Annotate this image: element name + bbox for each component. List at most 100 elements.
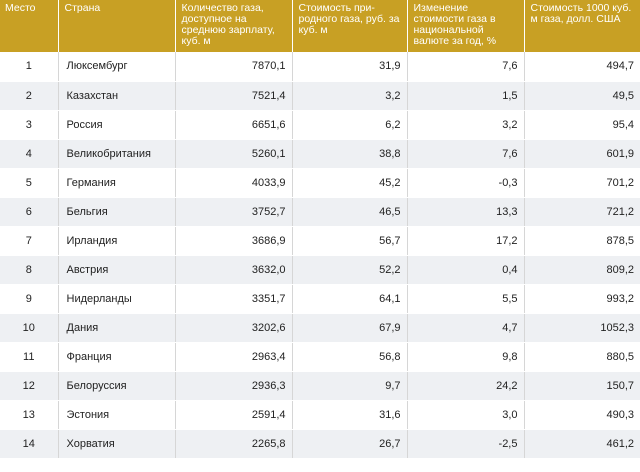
price-usd-cell: 701,2 xyxy=(524,168,640,198)
price-change-cell: 7,6 xyxy=(407,52,525,82)
gas-volume-cell: 7521,4 xyxy=(175,81,293,111)
rank-cell: 5 xyxy=(0,168,59,198)
gas-volume-cell: 2591,4 xyxy=(175,400,293,430)
table-row: 3 Россия 6651,6 6,2 3,2 95,4 xyxy=(0,110,640,140)
rank-cell: 4 xyxy=(0,139,59,169)
gas-affordability-table: Место Страна Количество газа, доступное … xyxy=(0,0,640,459)
price-usd-cell: 461,2 xyxy=(524,429,640,459)
price-usd-cell: 494,7 xyxy=(524,52,640,82)
price-usd-cell: 490,3 xyxy=(524,400,640,430)
price-usd-cell: 809,2 xyxy=(524,255,640,285)
table-row: 12 Белоруссия 2936,3 9,7 24,2 150,7 xyxy=(0,371,640,401)
rank-cell: 7 xyxy=(0,226,59,256)
price-usd-cell: 993,2 xyxy=(524,284,640,314)
rank-cell: 6 xyxy=(0,197,59,227)
rank-cell: 2 xyxy=(0,81,59,111)
price-change-cell: 1,5 xyxy=(407,81,525,111)
table-row: 1 Люксембург 7870,1 31,9 7,6 494,7 xyxy=(0,52,640,82)
table-body: 1 Люксембург 7870,1 31,9 7,6 494,7 2 Казахстан 7… xyxy=(0,52,640,459)
gas-price-rub-cell: 38,8 xyxy=(292,139,408,169)
price-change-cell: 9,8 xyxy=(407,342,525,372)
table-row: 2 Казахстан 7521,4 3,2 1,5 49,5 xyxy=(0,81,640,111)
rank-cell: 11 xyxy=(0,342,59,372)
table-row: 9 Нидерланды 3351,7 64,1 5,5 993,2 xyxy=(0,284,640,314)
gas-volume-cell: 3351,7 xyxy=(175,284,293,314)
gas-volume-cell: 5260,1 xyxy=(175,139,293,169)
table-row: 11 Франция 2963,4 56,8 9,8 880,5 xyxy=(0,342,640,372)
gas-price-rub-cell: 9,7 xyxy=(292,371,408,401)
gas-price-rub-cell: 6,2 xyxy=(292,110,408,140)
table-row: 7 Ирландия 3686,9 56,7 17,2 878,5 xyxy=(0,226,640,256)
country-cell: Эстония xyxy=(58,400,176,430)
price-change-cell: 4,7 xyxy=(407,313,525,343)
country-cell: Дания xyxy=(58,313,176,343)
gas-volume-cell: 3686,9 xyxy=(175,226,293,256)
gas-price-rub-cell: 52,2 xyxy=(292,255,408,285)
gas-volume-cell: 2963,4 xyxy=(175,342,293,372)
price-change-cell: 3,0 xyxy=(407,400,525,430)
header-gas-price-rub: Стоимость при-родного газа, руб. за куб.… xyxy=(292,0,408,52)
country-cell: Великобритания xyxy=(58,139,176,169)
country-cell: Бельгия xyxy=(58,197,176,227)
gas-price-rub-cell: 56,7 xyxy=(292,226,408,256)
country-cell: Германия xyxy=(58,168,176,198)
gas-price-rub-cell: 31,9 xyxy=(292,52,408,82)
country-cell: Россия xyxy=(58,110,176,140)
country-cell: Хорватия xyxy=(58,429,176,459)
price-change-cell: 13,3 xyxy=(407,197,525,227)
price-change-cell: 24,2 xyxy=(407,371,525,401)
gas-volume-cell: 2265,8 xyxy=(175,429,293,459)
price-change-cell: 3,2 xyxy=(407,110,525,140)
price-change-cell: 7,6 xyxy=(407,139,525,169)
price-change-cell: 17,2 xyxy=(407,226,525,256)
price-change-cell: 5,5 xyxy=(407,284,525,314)
price-change-cell: -2,5 xyxy=(407,429,525,459)
header-price-usd: Стоимость 1000 куб. м газа, долл. США xyxy=(524,0,640,52)
rank-cell: 8 xyxy=(0,255,59,285)
gas-price-rub-cell: 31,6 xyxy=(292,400,408,430)
gas-volume-cell: 7870,1 xyxy=(175,52,293,82)
price-usd-cell: 95,4 xyxy=(524,110,640,140)
gas-volume-cell: 6651,6 xyxy=(175,110,293,140)
rank-cell: 3 xyxy=(0,110,59,140)
gas-price-rub-cell: 67,9 xyxy=(292,313,408,343)
gas-volume-cell: 3202,6 xyxy=(175,313,293,343)
price-usd-cell: 49,5 xyxy=(524,81,640,111)
price-usd-cell: 878,5 xyxy=(524,226,640,256)
price-usd-cell: 150,7 xyxy=(524,371,640,401)
gas-price-rub-cell: 26,7 xyxy=(292,429,408,459)
gas-price-rub-cell: 64,1 xyxy=(292,284,408,314)
price-change-cell: 0,4 xyxy=(407,255,525,285)
country-cell: Люксембург xyxy=(58,52,176,82)
country-cell: Ирландия xyxy=(58,226,176,256)
country-cell: Нидерланды xyxy=(58,284,176,314)
price-usd-cell: 601,9 xyxy=(524,139,640,169)
gas-price-rub-cell: 45,2 xyxy=(292,168,408,198)
header-gas-volume: Количество газа, доступное на среднюю за… xyxy=(175,0,293,52)
table-row: 14 Хорватия 2265,8 26,7 -2,5 461,2 xyxy=(0,429,640,459)
price-usd-cell: 721,2 xyxy=(524,197,640,227)
table-row: 10 Дания 3202,6 67,9 4,7 1052,3 xyxy=(0,313,640,343)
table-row: 5 Германия 4033,9 45,2 -0,3 701,2 xyxy=(0,168,640,198)
gas-volume-cell: 3632,0 xyxy=(175,255,293,285)
rank-cell: 10 xyxy=(0,313,59,343)
rank-cell: 1 xyxy=(0,52,59,82)
country-cell: Австрия xyxy=(58,255,176,285)
gas-price-rub-cell: 56,8 xyxy=(292,342,408,372)
gas-volume-cell: 2936,3 xyxy=(175,371,293,401)
header-price-change: Изменение стоимости газа в национальной … xyxy=(407,0,525,52)
header-country: Страна xyxy=(58,0,176,52)
header-rank: Место xyxy=(0,0,59,52)
table-row: 13 Эстония 2591,4 31,6 3,0 490,3 xyxy=(0,400,640,430)
country-cell: Белоруссия xyxy=(58,371,176,401)
price-usd-cell: 1052,3 xyxy=(524,313,640,343)
country-cell: Казахстан xyxy=(58,81,176,111)
gas-volume-cell: 4033,9 xyxy=(175,168,293,198)
rank-cell: 12 xyxy=(0,371,59,401)
gas-price-rub-cell: 46,5 xyxy=(292,197,408,227)
price-change-cell: -0,3 xyxy=(407,168,525,198)
rank-cell: 9 xyxy=(0,284,59,314)
rank-cell: 13 xyxy=(0,400,59,430)
price-usd-cell: 880,5 xyxy=(524,342,640,372)
header-row: Место Страна Количество газа, доступное … xyxy=(0,0,640,52)
